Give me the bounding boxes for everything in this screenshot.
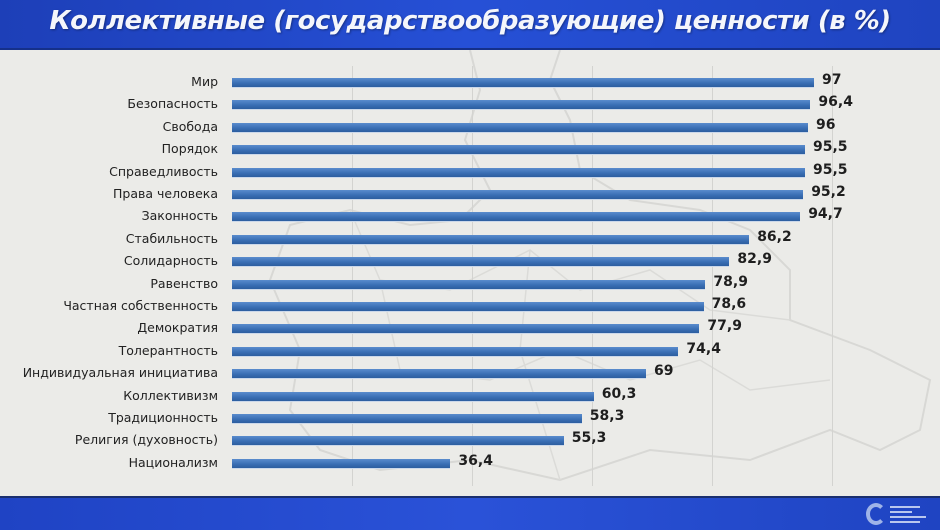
value-label: 95,5 — [813, 161, 848, 178]
footer-banner — [0, 496, 940, 530]
category-label: Мир — [191, 74, 218, 89]
bar-row: Частная собственность 78,6 — [0, 295, 940, 317]
title-banner: Коллективные (государствообразующие) цен… — [0, 0, 940, 50]
bar — [232, 414, 582, 423]
value-label: 55,3 — [571, 430, 607, 447]
category-label: Частная собственность — [63, 298, 218, 313]
bar — [232, 279, 706, 289]
logo-text-line — [890, 521, 920, 523]
category-label: Индивидуальная инициатива — [22, 365, 218, 381]
category-label: Толерантность — [118, 342, 218, 358]
value-label: 95,2 — [811, 184, 846, 200]
bar-row: Коллективизм 60,3 — [0, 385, 940, 407]
bar — [232, 257, 730, 267]
value-label: 69 — [654, 363, 674, 380]
value-label: 95,5 — [813, 139, 848, 156]
category-label: Коллективизм — [123, 387, 218, 403]
bar — [232, 436, 564, 446]
category-label: Демократия — [137, 320, 218, 336]
value-label: 86,2 — [757, 228, 792, 245]
bar — [232, 302, 704, 311]
value-label: 60,3 — [601, 385, 637, 402]
value-label: 96,4 — [818, 94, 853, 111]
logo-text-line — [890, 516, 926, 518]
bar-row: Равенство 78,9 — [0, 273, 940, 295]
bar-row: Свобода 96 — [0, 116, 940, 138]
bar-row: Толерантность 74,4 — [0, 340, 940, 362]
bar — [232, 190, 804, 199]
value-label: 36,4 — [458, 452, 493, 469]
logo-text-line — [890, 511, 912, 513]
category-label: Солидарность — [123, 253, 218, 269]
chart-title: Коллективные (государствообразующие) цен… — [49, 6, 891, 36]
value-label: 77,9 — [707, 318, 742, 335]
value-label: 78,9 — [713, 273, 748, 290]
bar — [232, 391, 594, 401]
bar-row: Порядок 95,5 — [0, 138, 940, 160]
value-label: 78,6 — [711, 296, 747, 312]
value-label: 82,9 — [737, 251, 772, 268]
bar — [232, 369, 646, 379]
bar-row: Солидарность 82,9 — [0, 250, 940, 272]
bar-row: Справедливость 95,5 — [0, 161, 940, 183]
institute-logo — [866, 503, 932, 527]
bar-row: Законность 94,7 — [0, 205, 940, 227]
logo-mark-icon — [866, 503, 886, 525]
bar-row: Стабильность 86,2 — [0, 228, 940, 250]
bar-row: Права человека 95,2 — [0, 183, 940, 205]
value-label: 58,3 — [589, 408, 625, 424]
gridline — [472, 66, 473, 486]
bar-row: Мир 97 — [0, 71, 940, 93]
bar — [232, 324, 700, 334]
bar-row: Безопасность 96,4 — [0, 93, 940, 115]
gridline — [592, 66, 593, 486]
category-label: Порядок — [161, 141, 218, 157]
value-label: 96 — [816, 116, 836, 133]
category-label: Свобода — [162, 118, 218, 134]
bar — [232, 145, 805, 155]
category-label: Справедливость — [109, 163, 218, 179]
bar — [232, 458, 451, 468]
bar — [232, 346, 679, 356]
logo-text-line — [890, 506, 920, 508]
bar-row: Национализм 36,4 — [0, 452, 940, 474]
category-label: Стабильность — [125, 230, 218, 246]
category-label: Национализм — [128, 454, 218, 470]
category-label: Права человека — [113, 186, 218, 201]
bar-row: Индивидуальная инициатива 69 — [0, 362, 940, 384]
bar-row: Традиционность 58,3 — [0, 407, 940, 429]
category-label: Законность — [141, 208, 218, 224]
gridline — [712, 66, 713, 486]
bar — [232, 167, 805, 177]
gridline — [832, 66, 833, 486]
category-label: Религия (духовность) — [74, 432, 218, 448]
bar-row: Религия (духовность) 55,3 — [0, 429, 940, 451]
bar — [232, 78, 814, 87]
bar — [232, 122, 808, 132]
bar — [232, 212, 801, 222]
bar-row: Демократия 77,9 — [0, 317, 940, 339]
gridline — [352, 66, 353, 486]
value-label: 94,7 — [808, 206, 843, 223]
value-label: 74,4 — [686, 340, 721, 357]
bar — [232, 100, 811, 110]
category-label: Равенство — [150, 275, 218, 291]
category-label: Безопасность — [127, 96, 218, 112]
bar — [232, 234, 750, 244]
value-label: 97 — [822, 72, 842, 88]
category-label: Традиционность — [108, 410, 218, 425]
